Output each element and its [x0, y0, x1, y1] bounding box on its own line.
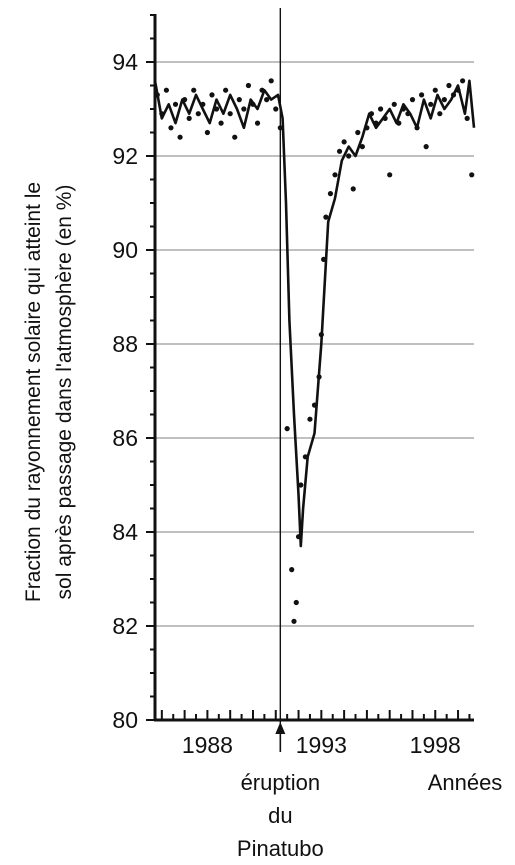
x-tick-label-1998: 1998: [410, 732, 461, 758]
data-point: [209, 92, 215, 98]
smoothed-series-line: [153, 79, 476, 548]
data-point: [323, 214, 329, 220]
data-point: [396, 120, 402, 126]
x-ticks: 1988 1993 1998: [160, 710, 471, 758]
data-point: [364, 125, 370, 131]
data-point: [391, 101, 397, 107]
data-point: [227, 111, 233, 117]
data-point: [289, 567, 295, 573]
data-point: [350, 186, 356, 192]
data-point: [405, 111, 411, 117]
data-point: [377, 106, 384, 112]
data-point: [428, 101, 434, 107]
data-point: [311, 402, 318, 408]
y-tick-label-90: 90: [112, 237, 138, 263]
data-point: [302, 454, 308, 460]
data-point: [336, 148, 343, 154]
data-point: [355, 129, 361, 136]
eruption-arrow-head: [275, 722, 286, 734]
data-point: [177, 134, 183, 140]
data-point: [268, 78, 274, 84]
data-point: [245, 82, 252, 89]
x-tick-label-1988: 1988: [182, 732, 233, 758]
data-point: [172, 101, 179, 107]
y-tick-label-86: 86: [112, 425, 138, 451]
data-point: [273, 106, 279, 112]
data-point: [291, 618, 297, 624]
data-point: [373, 120, 379, 126]
data-point: [163, 87, 169, 93]
data-point: [307, 416, 313, 422]
data-point: [321, 256, 327, 262]
data-point: [182, 97, 188, 103]
data-point: [232, 134, 238, 140]
data-point: [446, 82, 452, 89]
data-point: [332, 172, 338, 178]
data-point: [432, 87, 438, 93]
data-point: [191, 87, 197, 93]
data-point: [316, 374, 322, 380]
axes: [153, 14, 474, 722]
y-tick-label-82: 82: [112, 613, 138, 639]
data-point: [213, 106, 220, 112]
data-point: [387, 172, 393, 178]
data-point: [341, 139, 347, 145]
data-point: [298, 482, 304, 488]
data-point: [423, 144, 429, 150]
series-dots: [154, 78, 475, 624]
data-point: [460, 78, 466, 84]
annotation-line-1: éruption: [241, 770, 321, 795]
data-point: [168, 125, 174, 131]
data-point: [250, 101, 256, 107]
data-point: [264, 97, 270, 103]
data-point: [455, 87, 461, 93]
data-point: [241, 106, 247, 112]
data-point: [204, 129, 211, 136]
data-point: [409, 97, 416, 103]
x-tick-label-1993: 1993: [296, 732, 347, 758]
annotation-line-2: du: [268, 803, 292, 828]
data-point: [382, 115, 388, 121]
data-point: [195, 111, 201, 117]
data-point: [469, 172, 475, 178]
data-point: [295, 534, 302, 540]
data-point: [464, 115, 470, 121]
data-point: [159, 111, 165, 117]
data-point: [284, 426, 290, 432]
data-point: [236, 97, 242, 103]
data-point: [259, 87, 265, 93]
data-point: [450, 92, 457, 98]
data-point: [441, 97, 447, 103]
data-point: [218, 120, 224, 126]
y-tick-label-80: 80: [112, 707, 138, 733]
data-point: [186, 115, 192, 121]
annotation-line-3: Pinatubo: [237, 836, 324, 861]
data-point: [293, 599, 299, 606]
y-tick-label-84: 84: [112, 519, 138, 545]
y-axis-label: Fraction du rayonnement solaire qui atte…: [22, 182, 76, 602]
data-point: [437, 111, 443, 117]
y-axis-label-line-2: sol après passage dans l'atmosphère (en …: [53, 185, 76, 600]
series-smoothed: [153, 79, 476, 548]
y-tick-label-88: 88: [112, 331, 138, 357]
data-point: [400, 106, 406, 112]
data-point: [327, 191, 334, 197]
y-tick-label-92: 92: [112, 143, 138, 169]
gridlines: [155, 61, 474, 627]
data-point: [254, 120, 261, 126]
y-axis-label-line-1: Fraction du rayonnement solaire qui atte…: [22, 182, 45, 602]
data-point: [368, 111, 375, 117]
x-axis-label: Années: [428, 770, 503, 795]
y-tick-label-94: 94: [112, 49, 138, 75]
data-point: [414, 125, 420, 131]
y-ticks: 80 82 84 86 88 90 92 94: [112, 14, 155, 733]
data-point: [346, 153, 352, 159]
data-point: [418, 92, 425, 98]
data-point: [200, 101, 206, 107]
data-point: [223, 87, 229, 93]
data-point: [318, 332, 324, 338]
data-point: [359, 144, 365, 150]
pinatubo-annotation: éruption du Pinatubo: [237, 8, 324, 861]
